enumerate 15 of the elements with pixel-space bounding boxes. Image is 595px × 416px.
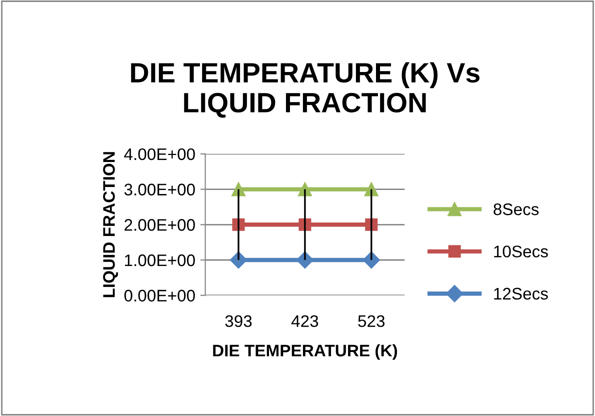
x-tick-label: 423 <box>291 315 318 328</box>
x-tick-label: 393 <box>225 315 252 328</box>
y-tick-label: 0.00E+00 <box>124 290 195 302</box>
chart-title: DIE TEMPERATURE (K) Vs LIQUID FRACTION <box>131 62 480 118</box>
y-tick-label: 1.00E+00 <box>125 254 195 266</box>
y-tick-label: 4.00E+00 <box>124 148 195 160</box>
legend-label: 10Secs <box>494 246 548 258</box>
legend-label: 8Secs <box>494 203 539 216</box>
y-tick-label: 3.00E+00 <box>124 184 195 196</box>
y-axis-title: LIQUID FRACTION <box>103 152 118 298</box>
legend-label: 12Secs <box>494 288 548 300</box>
x-tick-label: 523 <box>358 315 385 328</box>
y-tick-label: 2.00E+00 <box>124 219 195 231</box>
point <box>362 251 380 269</box>
x-axis-title: DIE TEMPERATURE (K) <box>213 344 398 360</box>
